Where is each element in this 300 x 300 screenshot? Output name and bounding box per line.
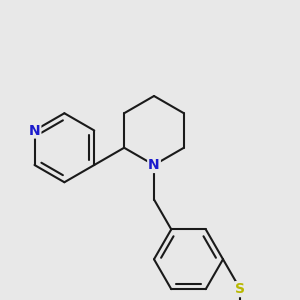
- Text: S: S: [235, 282, 245, 296]
- Text: N: N: [148, 158, 160, 172]
- Text: N: N: [29, 124, 40, 137]
